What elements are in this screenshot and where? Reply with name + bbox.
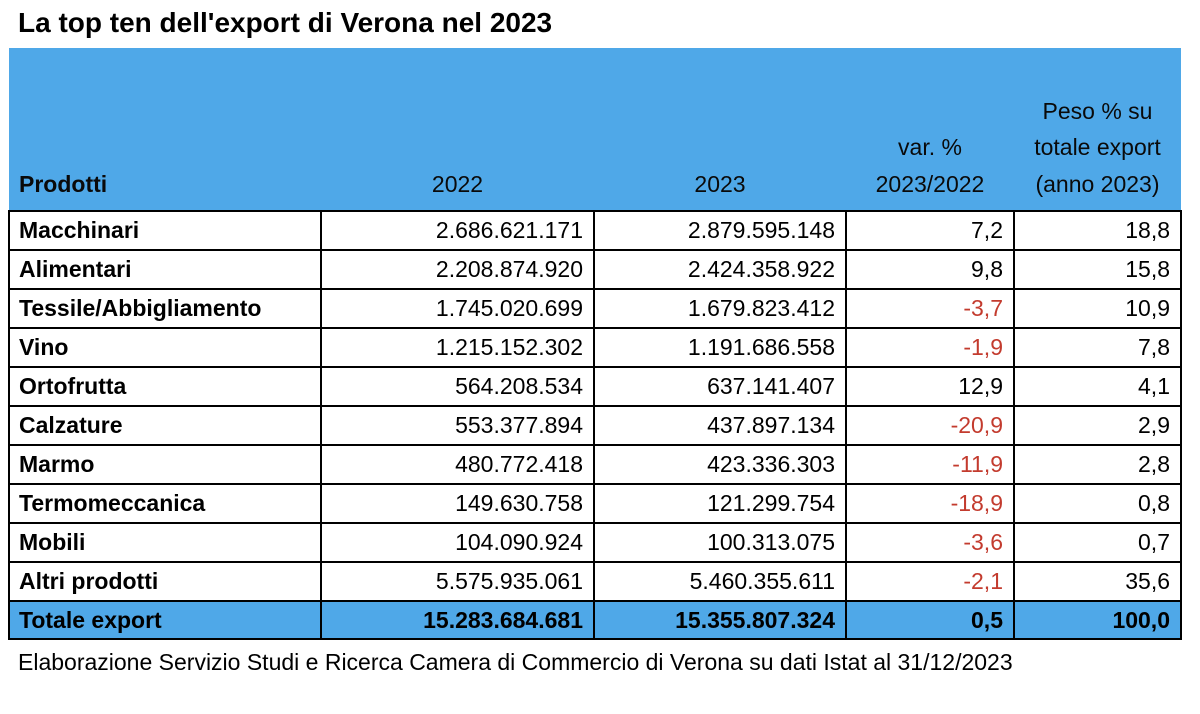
cell-var-pct: -18,9 — [845, 483, 1015, 524]
table-row: Marmo 480.772.418 423.336.303 -11,9 2,8 — [8, 444, 1182, 485]
cell-2023: 637.141.407 — [593, 366, 847, 407]
cell-peso-pct: 0,7 — [1013, 522, 1182, 563]
source-note: Elaborazione Servizio Studi e Ricerca Ca… — [18, 649, 1013, 675]
table-row: Vino 1.215.152.302 1.191.686.558 -1,9 7,… — [8, 327, 1182, 368]
cell-2022: 553.377.894 — [320, 405, 595, 446]
cell-2022: 2.208.874.920 — [320, 249, 595, 290]
cell-peso-pct: 15,8 — [1013, 249, 1182, 290]
cell-peso-pct: 4,1 — [1013, 366, 1182, 407]
cell-peso-pct: 10,9 — [1013, 288, 1182, 329]
cell-2022: 104.090.924 — [320, 522, 595, 563]
cell-2022: 1.215.152.302 — [320, 327, 595, 368]
column-header-2023: 2023 — [594, 48, 846, 211]
cell-var-pct: -2,1 — [845, 561, 1015, 602]
total-2023: 15.355.807.324 — [593, 600, 847, 640]
column-header-2022: 2022 — [321, 48, 594, 211]
table-header: Prodotti 2022 2023 var. % 2023/2022 Peso… — [9, 48, 1181, 211]
cell-2023: 5.460.355.611 — [593, 561, 847, 602]
table-body: Macchinari 2.686.621.171 2.879.595.148 7… — [8, 210, 1182, 602]
cell-2023: 1.191.686.558 — [593, 327, 847, 368]
cell-2023: 437.897.134 — [593, 405, 847, 446]
header-row: Prodotti 2022 2023 var. % 2023/2022 Peso… — [9, 48, 1181, 211]
cell-2022: 2.686.621.171 — [320, 210, 595, 251]
cell-peso-pct: 35,6 — [1013, 561, 1182, 602]
cell-product: Marmo — [8, 444, 322, 485]
cell-peso-pct: 7,8 — [1013, 327, 1182, 368]
cell-var-pct: -1,9 — [845, 327, 1015, 368]
cell-var-pct: -20,9 — [845, 405, 1015, 446]
cell-2023: 423.336.303 — [593, 444, 847, 485]
cell-var-pct: 12,9 — [845, 366, 1015, 407]
cell-2022: 149.630.758 — [320, 483, 595, 524]
cell-peso-pct: 2,8 — [1013, 444, 1182, 485]
cell-2023: 121.299.754 — [593, 483, 847, 524]
cell-var-pct: -3,7 — [845, 288, 1015, 329]
total-var-pct: 0,5 — [845, 600, 1015, 640]
cell-2023: 2.424.358.922 — [593, 249, 847, 290]
total-peso-pct: 100,0 — [1013, 600, 1182, 640]
total-2022: 15.283.684.681 — [320, 600, 595, 640]
cell-peso-pct: 0,8 — [1013, 483, 1182, 524]
cell-var-pct: -11,9 — [845, 444, 1015, 485]
table-row: Ortofrutta 564.208.534 637.141.407 12,9 … — [8, 366, 1182, 407]
table-row: Termomeccanica 149.630.758 121.299.754 -… — [8, 483, 1182, 524]
cell-product: Calzature — [8, 405, 322, 446]
table-row: Macchinari 2.686.621.171 2.879.595.148 7… — [8, 210, 1182, 251]
export-table: Prodotti 2022 2023 var. % 2023/2022 Peso… — [8, 48, 1182, 640]
page-title: La top ten dell'export di Verona nel 202… — [18, 7, 553, 38]
cell-product: Altri prodotti — [8, 561, 322, 602]
cell-product: Ortofrutta — [8, 366, 322, 407]
cell-2022: 564.208.534 — [320, 366, 595, 407]
column-header-var-pct: var. % 2023/2022 — [846, 48, 1014, 211]
cell-product: Tessile/Abbigliamento — [8, 288, 322, 329]
cell-2022: 1.745.020.699 — [320, 288, 595, 329]
total-row: Totale export 15.283.684.681 15.355.807.… — [8, 600, 1182, 640]
cell-2022: 5.575.935.061 — [320, 561, 595, 602]
cell-product: Termomeccanica — [8, 483, 322, 524]
cell-peso-pct: 18,8 — [1013, 210, 1182, 251]
table-row: Calzature 553.377.894 437.897.134 -20,9 … — [8, 405, 1182, 446]
cell-peso-pct: 2,9 — [1013, 405, 1182, 446]
cell-product: Mobili — [8, 522, 322, 563]
cell-product: Vino — [8, 327, 322, 368]
column-header-prodotti: Prodotti — [9, 48, 321, 211]
cell-2023: 1.679.823.412 — [593, 288, 847, 329]
table-row: Altri prodotti 5.575.935.061 5.460.355.6… — [8, 561, 1182, 602]
cell-var-pct: 9,8 — [845, 249, 1015, 290]
cell-product: Alimentari — [8, 249, 322, 290]
table-row: Alimentari 2.208.874.920 2.424.358.922 9… — [8, 249, 1182, 290]
cell-2023: 2.879.595.148 — [593, 210, 847, 251]
cell-var-pct: 7,2 — [845, 210, 1015, 251]
column-header-peso-pct: Peso % su totale export (anno 2023) — [1014, 48, 1181, 211]
cell-2023: 100.313.075 — [593, 522, 847, 563]
total-label: Totale export — [8, 600, 322, 640]
cell-2022: 480.772.418 — [320, 444, 595, 485]
cell-product: Macchinari — [8, 210, 322, 251]
table-footer: Totale export 15.283.684.681 15.355.807.… — [8, 600, 1182, 640]
table-row: Tessile/Abbigliamento 1.745.020.699 1.67… — [8, 288, 1182, 329]
table-row: Mobili 104.090.924 100.313.075 -3,6 0,7 — [8, 522, 1182, 563]
cell-var-pct: -3,6 — [845, 522, 1015, 563]
